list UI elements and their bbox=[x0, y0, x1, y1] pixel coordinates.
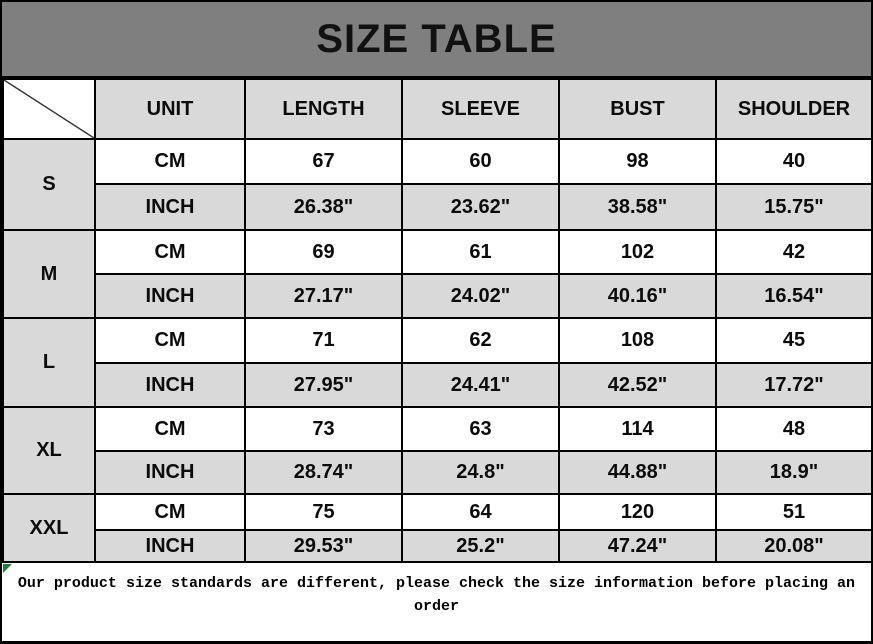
unit-cell: CM bbox=[94, 406, 246, 452]
unit-cell: INCH bbox=[94, 273, 246, 319]
header-cell-shoulder: SHOULDER bbox=[715, 78, 871, 140]
table-row-m-cm: M CM 69 61 102 42 bbox=[2, 229, 871, 319]
measurement-cell: 42 bbox=[715, 229, 871, 275]
measurement-cell: 23.62" bbox=[401, 183, 560, 231]
measurement-cell: 114 bbox=[558, 406, 717, 452]
title-band: SIZE TABLE bbox=[2, 2, 871, 78]
table-row-l-inch: INCH 27.95" 24.41" 42.52" 17.72" bbox=[3, 362, 871, 408]
measurement-cell: 24.02" bbox=[401, 273, 560, 319]
header-cell-sleeve: SLEEVE bbox=[401, 78, 560, 140]
measurement-cell: 98 bbox=[558, 138, 717, 185]
size-label-s: S bbox=[2, 138, 96, 231]
measurement-cell: 17.72" bbox=[715, 362, 871, 408]
page-title: SIZE TABLE bbox=[316, 16, 557, 61]
corner-cell bbox=[2, 78, 96, 140]
diagonal-divider-icon bbox=[4, 80, 94, 138]
header-cell-length: LENGTH bbox=[244, 78, 403, 140]
measurement-cell: 60 bbox=[401, 138, 560, 185]
footer-note-text: Our product size standards are different… bbox=[17, 575, 856, 616]
measurement-cell: 44.88" bbox=[558, 450, 717, 495]
measurement-cell: 15.75" bbox=[715, 183, 871, 231]
measurement-cell: 47.24" bbox=[558, 529, 717, 563]
measurement-cell: 24.41" bbox=[401, 362, 560, 408]
unit-cell: CM bbox=[94, 493, 246, 531]
measurement-cell: 102 bbox=[558, 229, 717, 275]
measurement-cell: 26.38" bbox=[244, 183, 403, 231]
measurement-cell: 73 bbox=[244, 406, 403, 452]
measurement-cell: 42.52" bbox=[558, 362, 717, 408]
measurement-cell: 69 bbox=[244, 229, 403, 275]
measurement-cell: 40.16" bbox=[558, 273, 717, 319]
size-label-l: L bbox=[2, 317, 96, 408]
unit-cell: INCH bbox=[94, 450, 246, 495]
unit-cell: CM bbox=[94, 138, 246, 185]
unit-cell: CM bbox=[94, 317, 246, 364]
table-row-s-inch: INCH 26.38" 23.62" 38.58" 15.75" bbox=[3, 183, 871, 231]
measurement-cell: 51 bbox=[715, 493, 871, 531]
measurement-cell: 108 bbox=[558, 317, 717, 364]
table-row-l-cm: L CM 71 62 108 45 bbox=[2, 317, 871, 408]
table-row-xxl-cm: XXL CM 75 64 120 51 bbox=[2, 493, 871, 563]
measurement-cell: 24.8" bbox=[401, 450, 560, 495]
measurement-cell: 67 bbox=[244, 138, 403, 185]
header-cell-unit: UNIT bbox=[94, 78, 246, 140]
table-row-m-inch: INCH 27.17" 24.02" 40.16" 16.54" bbox=[3, 273, 871, 319]
size-label-xxl: XXL bbox=[2, 493, 96, 563]
header-cell-bust: BUST bbox=[558, 78, 717, 140]
measurement-cell: 63 bbox=[401, 406, 560, 452]
measurement-cell: 16.54" bbox=[715, 273, 871, 319]
unit-cell: INCH bbox=[94, 529, 246, 563]
unit-cell: CM bbox=[94, 229, 246, 275]
measurement-cell: 27.17" bbox=[244, 273, 403, 319]
measurement-cell: 27.95" bbox=[244, 362, 403, 408]
measurement-cell: 29.53" bbox=[244, 529, 403, 563]
table-row-s-cm: S CM 67 60 98 40 bbox=[2, 138, 871, 231]
unit-cell: INCH bbox=[94, 362, 246, 408]
table-row-xxl-inch: INCH 29.53" 25.2" 47.24" 20.08" bbox=[3, 529, 871, 563]
measurement-cell: 28.74" bbox=[244, 450, 403, 495]
measurement-cell: 71 bbox=[244, 317, 403, 364]
measurement-cell: 48 bbox=[715, 406, 871, 452]
measurement-cell: 20.08" bbox=[715, 529, 871, 563]
header-row: UNIT LENGTH SLEEVE BUST SHOULDER bbox=[2, 78, 871, 140]
size-label-xl: XL bbox=[2, 406, 96, 495]
measurement-cell: 38.58" bbox=[558, 183, 717, 231]
table-row-xl-inch: INCH 28.74" 24.8" 44.88" 18.9" bbox=[3, 450, 871, 495]
measurement-cell: 120 bbox=[558, 493, 717, 531]
size-label-m: M bbox=[2, 229, 96, 319]
table-row-xl-cm: XL CM 73 63 114 48 bbox=[2, 406, 871, 495]
footer-note: Our product size standards are different… bbox=[2, 563, 871, 641]
measurement-cell: 61 bbox=[401, 229, 560, 275]
cell-corner-marker-icon bbox=[3, 564, 12, 573]
measurement-cell: 64 bbox=[401, 493, 560, 531]
unit-cell: INCH bbox=[94, 183, 246, 231]
size-table: UNIT LENGTH SLEEVE BUST SHOULDER S CM 67… bbox=[2, 78, 871, 563]
measurement-cell: 62 bbox=[401, 317, 560, 364]
measurement-cell: 25.2" bbox=[401, 529, 560, 563]
measurement-cell: 45 bbox=[715, 317, 871, 364]
measurement-cell: 75 bbox=[244, 493, 403, 531]
measurement-cell: 18.9" bbox=[715, 450, 871, 495]
measurement-cell: 40 bbox=[715, 138, 871, 185]
